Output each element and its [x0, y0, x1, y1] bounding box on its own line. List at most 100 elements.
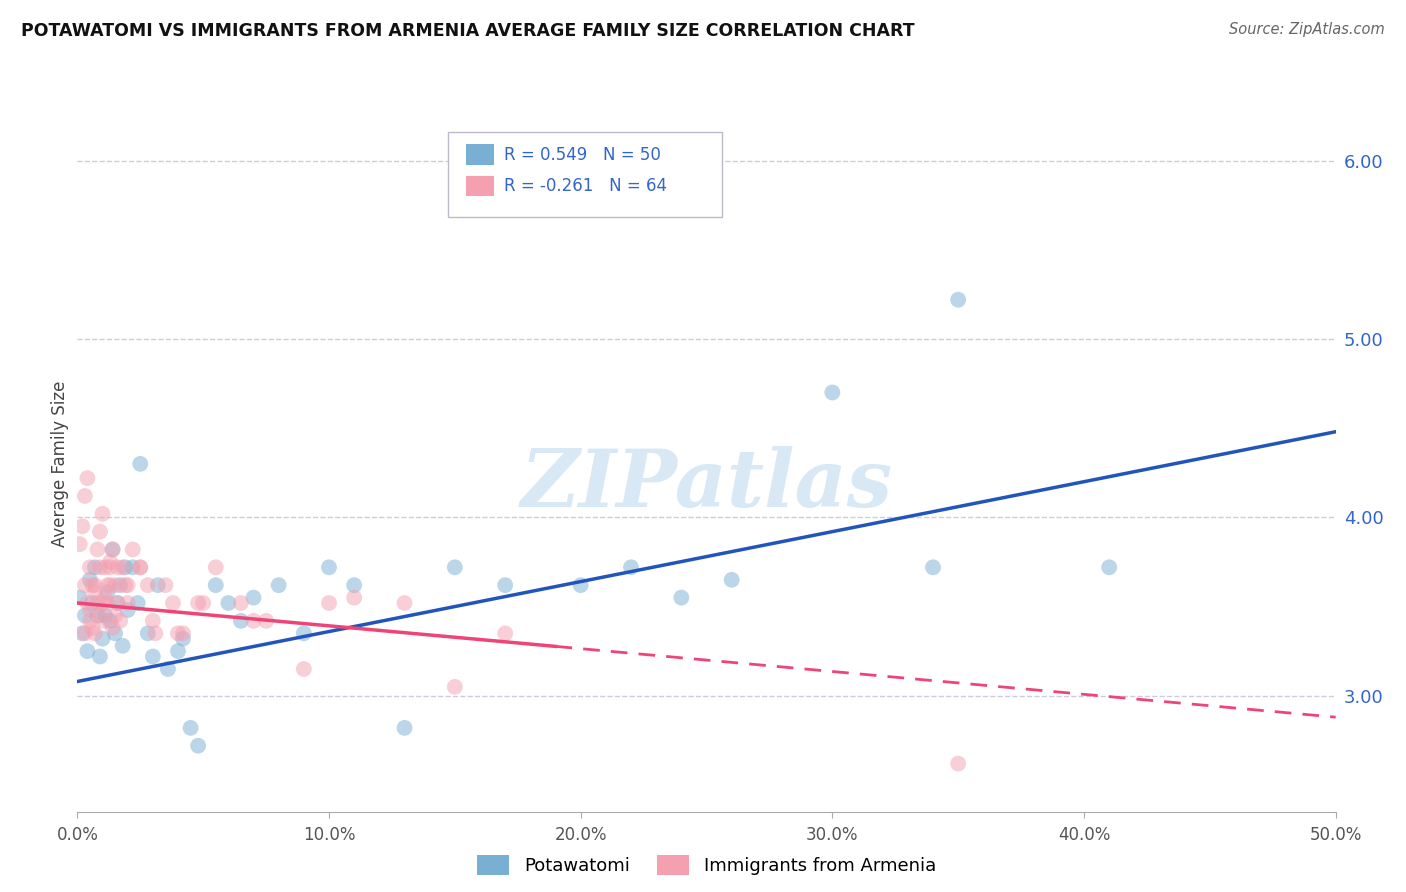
Point [948, 756, 970, 771]
Point [172, 632, 194, 646]
Point [922, 560, 945, 574]
Point [89, 524, 111, 539]
Point [136, 578, 159, 592]
Point [217, 596, 239, 610]
Point [292, 662, 315, 676]
Point [318, 596, 340, 610]
Point [114, 560, 136, 574]
Point [242, 614, 264, 628]
Point [76, 596, 98, 610]
Point [72, 626, 94, 640]
Point [129, 560, 152, 574]
Point [254, 614, 277, 628]
Point [76, 471, 98, 485]
Point [143, 626, 166, 640]
Point [89, 560, 111, 574]
Text: Source: ZipAtlas.com: Source: ZipAtlas.com [1229, 22, 1385, 37]
Point [91, 596, 114, 610]
Point [101, 542, 124, 557]
Point [104, 608, 127, 623]
Point [107, 596, 129, 610]
Point [98, 578, 121, 592]
Point [167, 626, 190, 640]
Point [267, 578, 290, 592]
Point [146, 578, 169, 592]
Y-axis label: Average Family Size: Average Family Size [51, 381, 69, 547]
Point [98, 614, 121, 628]
Point [96, 585, 118, 599]
Point [142, 614, 165, 628]
Point [136, 626, 159, 640]
Point [292, 626, 315, 640]
Point [86, 542, 108, 557]
Point [104, 626, 127, 640]
Point [79, 603, 101, 617]
Point [82, 621, 104, 635]
Point [108, 614, 131, 628]
Point [73, 489, 96, 503]
Point [101, 621, 124, 635]
Point [89, 649, 111, 664]
Point [117, 578, 139, 592]
Point [948, 293, 970, 307]
Point [242, 591, 264, 605]
Point [104, 578, 127, 592]
Point [73, 608, 96, 623]
Point [94, 560, 117, 574]
Point [94, 608, 117, 623]
Point [84, 626, 107, 640]
Point [117, 603, 139, 617]
Point [94, 614, 117, 628]
Text: ZIPatlas: ZIPatlas [520, 446, 893, 524]
Point [84, 560, 107, 574]
Point [494, 578, 516, 592]
Point [73, 626, 96, 640]
Point [167, 644, 190, 658]
Point [111, 639, 134, 653]
Point [108, 578, 131, 592]
Point [73, 578, 96, 592]
Point [394, 596, 416, 610]
Point [117, 596, 139, 610]
Point [91, 632, 114, 646]
Point [162, 596, 184, 610]
Point [127, 596, 149, 610]
Point [121, 542, 143, 557]
Point [96, 596, 118, 610]
Point [89, 608, 111, 623]
Point [191, 596, 215, 610]
Point [91, 507, 114, 521]
Point [107, 596, 129, 610]
Point [187, 596, 209, 610]
Point [620, 560, 643, 574]
Point [82, 596, 104, 610]
Point [98, 555, 121, 569]
Point [155, 578, 177, 592]
Point [98, 560, 121, 574]
Point [84, 585, 107, 599]
Point [720, 573, 742, 587]
Point [229, 614, 252, 628]
Point [142, 649, 165, 664]
Point [187, 739, 209, 753]
Point [671, 591, 693, 605]
Point [94, 591, 117, 605]
Legend: Potawatomi, Immigrants from Armenia: Potawatomi, Immigrants from Armenia [470, 847, 943, 883]
Point [129, 560, 152, 574]
Point [69, 537, 91, 551]
Point [101, 542, 124, 557]
Point [79, 573, 101, 587]
Point [72, 519, 94, 533]
Point [79, 614, 101, 628]
Point [494, 626, 516, 640]
Point [444, 560, 467, 574]
Point [84, 578, 107, 592]
Point [569, 578, 592, 592]
Point [69, 591, 91, 605]
Point [86, 596, 108, 610]
Point [86, 608, 108, 623]
Point [821, 385, 844, 400]
Point [204, 578, 226, 592]
Point [204, 560, 226, 574]
Point [343, 578, 366, 592]
